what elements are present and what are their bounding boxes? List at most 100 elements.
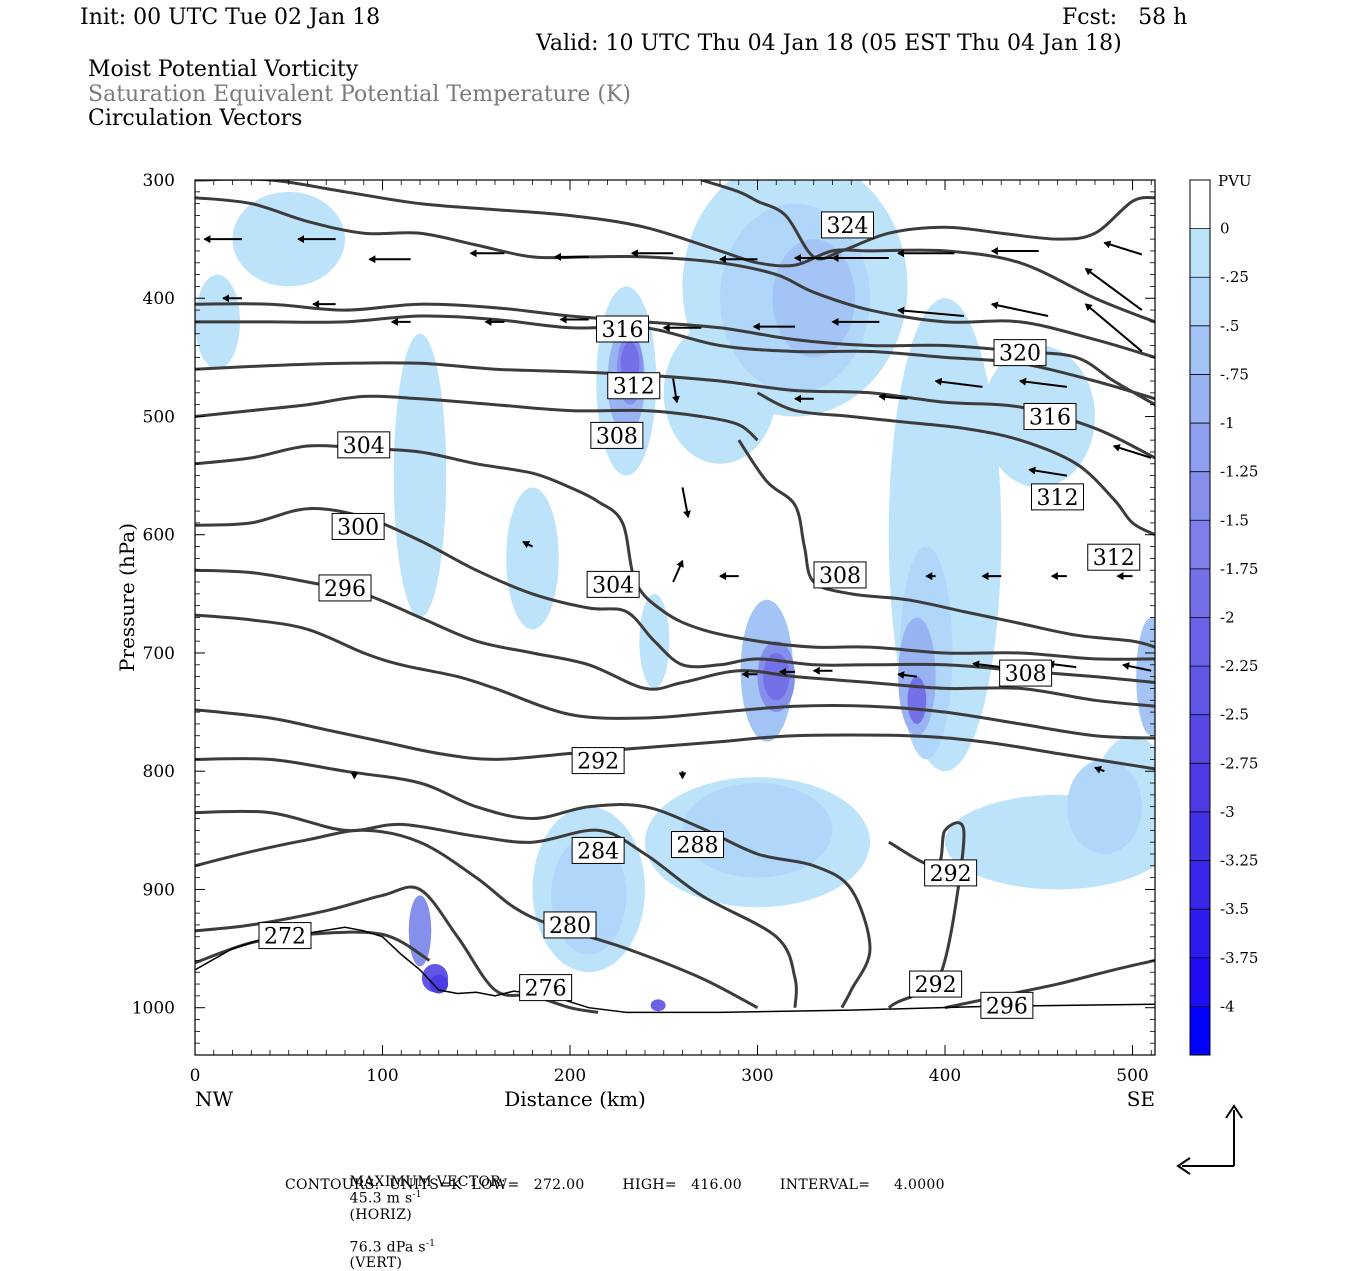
vert-unit: (VERT)	[349, 1255, 403, 1271]
y-axis-title: Pressure (hPa)	[115, 523, 139, 672]
field-title-mpv: Moist Potential Vorticity	[88, 57, 359, 82]
y-tick-label-300: 300	[143, 171, 175, 191]
contour-label-19: 272	[264, 925, 306, 950]
contour-label-13: 308	[1005, 662, 1047, 687]
theta-contour-308-12	[737, 439, 1155, 649]
colorbar-label-13: -3.25	[1220, 852, 1258, 870]
contour-label-box-1	[596, 315, 649, 343]
y-tick-label-1000: 1000	[132, 999, 175, 1019]
pv-region-33	[650, 999, 666, 1012]
pv-region-19	[1066, 759, 1142, 854]
contour-label-box-21	[519, 974, 573, 1002]
contour-label-box-5	[590, 421, 644, 449]
contour-label-11: 296	[324, 577, 366, 602]
x-tick-label-0: 0	[190, 1066, 201, 1086]
colorbar-label-14: -3.5	[1220, 900, 1249, 918]
circulation-vector-21	[990, 301, 1049, 317]
circulation-vector-25	[1019, 377, 1068, 388]
circulation-vector-24	[934, 377, 983, 388]
y-tick-label-900: 900	[143, 880, 175, 900]
circulation-vector-20	[897, 306, 964, 317]
circulation-vector-26	[878, 392, 908, 401]
colorbar-swatch-2	[1190, 277, 1210, 327]
contour-label-18: 280	[549, 914, 591, 939]
theta-contour-296-8	[944, 958, 1155, 1010]
contour-label-box-9	[1087, 543, 1141, 571]
contour-label-15: 288	[677, 834, 719, 859]
y-tick-label-400: 400	[143, 289, 175, 309]
colorbar-swatch-3	[1190, 325, 1210, 375]
theta-contour-284-3	[195, 809, 798, 1008]
contour-label-22: 296	[986, 994, 1028, 1019]
contour-label-box-6	[337, 431, 391, 459]
contour-label-box-11	[318, 574, 372, 602]
circulation-vector-45	[1094, 766, 1105, 774]
contour-label-box-13	[999, 659, 1053, 687]
valid-time: Valid: 10 UTC Thu 04 Jan 18 (05 EST Thu …	[536, 31, 1122, 56]
contour-label-9: 312	[1093, 546, 1135, 571]
colorbar-label-11: -2.75	[1220, 754, 1258, 772]
vert-max-value: 76.3 dPa s	[349, 1239, 426, 1256]
init-time: Init: 00 UTC Tue 02 Jan 18	[80, 5, 381, 30]
y-tick-label-600: 600	[143, 526, 175, 546]
circulation-vector-11	[1103, 240, 1143, 256]
horiz-max-value: 45.3 m s	[349, 1190, 413, 1207]
colorbar-swatch-0	[1190, 180, 1210, 230]
colorbar-label-2: -.5	[1220, 317, 1239, 335]
contour-label-box-8	[331, 512, 385, 540]
y-tick-label-700: 700	[143, 644, 175, 664]
max-vector-line: MAXIMUM VECTOR: 45.3 m s-1 (HORIZ) 76.3 …	[349, 1174, 506, 1271]
contour-info: CONTOURS: UNITS=K LOW= 272.00 HIGH= 416.…	[285, 1177, 945, 1193]
pv-region-14	[232, 191, 345, 287]
colorbar-swatch-4	[1190, 374, 1210, 424]
field-title-theta-es: Saturation Equivalent Potential Temperat…	[88, 82, 631, 107]
x-tick-label-300: 300	[741, 1066, 773, 1086]
theta-contour-280-2	[195, 828, 759, 1010]
forecast-hour: Fcst: 58 h	[1062, 5, 1188, 30]
x-axis-title: Distance (km)	[504, 1087, 646, 1111]
colorbar-label-9: -2.25	[1220, 657, 1258, 675]
colorbar-label-0: 0	[1220, 220, 1230, 238]
contour-label-box-3	[607, 372, 661, 400]
contour-label-10: 308	[819, 564, 861, 589]
colorbar-swatch-1	[1190, 228, 1210, 278]
colorbar-swatch-7	[1190, 520, 1210, 570]
theta-contour-328-19	[195, 180, 1155, 324]
circulation-vector-28	[1112, 444, 1152, 459]
colorbar-label-5: -1.25	[1220, 463, 1258, 481]
contour-label-box-10	[813, 561, 867, 589]
y-tick-label-800: 800	[143, 762, 175, 782]
theta-contour-292-6	[887, 821, 966, 1009]
colorbar-swatch-15	[1190, 909, 1210, 959]
terrain-surface-layer	[195, 926, 1155, 1014]
theta-contour-316-15	[195, 361, 1155, 460]
contour-label-box-14	[571, 747, 625, 775]
contour-label-16: 284	[577, 839, 619, 864]
contour-label-14: 292	[577, 750, 619, 775]
y-tick-label-500: 500	[143, 407, 175, 427]
circulation-vector-36	[972, 660, 1002, 669]
contour-label-box-12	[586, 570, 640, 598]
colorbar-swatch-11	[1190, 714, 1210, 764]
theta-contour-332-20	[700, 180, 1155, 261]
axis-layer: 300 400 500 600 700 800 900 1000 0 100 200 300 400 50…	[115, 171, 1155, 1111]
colorbar-swatch-16	[1190, 957, 1210, 1007]
x-tick-label-400: 400	[929, 1066, 961, 1086]
colorbar-label-8: -2	[1220, 609, 1235, 627]
colorbar-label-7: -1.75	[1220, 560, 1258, 578]
contour-label-box-7	[1031, 483, 1084, 511]
theta-contour-312-14	[756, 391, 1155, 537]
theta-contour-layer	[195, 180, 1155, 1014]
colorbar-swatch-14	[1190, 860, 1210, 910]
contour-label-3: 312	[613, 375, 655, 400]
colorbar: PVU 0 -.25 -.5 -.75 -1 -1.25 -1.5 -1.75 -2 -2.25 -2…	[1189, 172, 1258, 1056]
colorbar-swatch-5	[1190, 423, 1210, 473]
pv-region-30	[907, 676, 927, 724]
x-end-label-nw: NW	[195, 1087, 234, 1111]
contour-label-layer: 324 316 320 312 316 308 304 312 300 312 308 296 304 3…	[258, 211, 1141, 1019]
colorbar-label-4: -1	[1220, 414, 1235, 432]
contour-label-6: 304	[343, 434, 385, 459]
contour-label-box-22	[980, 991, 1034, 1019]
pv-region-29	[763, 652, 790, 701]
